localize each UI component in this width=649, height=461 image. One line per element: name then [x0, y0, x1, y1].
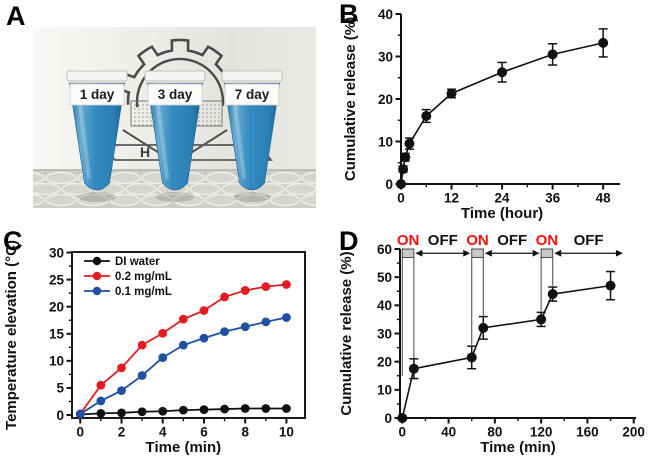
svg-text:2: 2 [118, 425, 126, 440]
svg-text:40: 40 [377, 298, 392, 313]
svg-text:36: 36 [545, 191, 561, 206]
svg-text:Cumulative release (%): Cumulative release (%) [338, 251, 355, 415]
svg-text:6: 6 [200, 425, 208, 440]
svg-text:10: 10 [279, 425, 294, 440]
panel-label-a: A [6, 1, 26, 31]
axes: 0 2 4 6 8 10 0 5 10 15 20 25 30 Time (min) Temperature… [3, 240, 306, 456]
tube-label-1day: 1 day [80, 87, 115, 102]
series-0-2-mg-ml [75, 280, 291, 419]
svg-text:10: 10 [49, 354, 64, 369]
svg-text:24: 24 [495, 191, 511, 206]
svg-text:0: 0 [397, 191, 405, 206]
svg-text:0: 0 [399, 425, 407, 440]
svg-text:10: 10 [377, 383, 392, 398]
svg-text:Cumulative release (%): Cumulative release (%) [342, 17, 359, 181]
svg-text:160: 160 [576, 425, 599, 440]
laser-on-off-annotation: ON ON ON OFF OFF OFF [397, 232, 623, 376]
svg-text:0.1 mg/mL: 0.1 mg/mL [115, 286, 172, 298]
svg-text:ON: ON [466, 232, 489, 249]
series-cumulative-release [397, 270, 616, 423]
svg-text:200: 200 [622, 425, 645, 440]
svg-text:15: 15 [49, 327, 65, 342]
svg-text:OFF: OFF [428, 232, 458, 249]
svg-text:80: 80 [487, 425, 502, 440]
axes: 0 12 24 36 48 0 10 20 30 40 Time (hour) Cumulative … [342, 7, 620, 222]
svg-text:5: 5 [56, 381, 64, 396]
tube-label-7day: 7 day [235, 87, 270, 102]
svg-text:25: 25 [49, 272, 65, 287]
chart-panel-d: 0 40 80 120 160 200 0 10 20 30 40 50 60 Time (min) Cum… [338, 232, 645, 456]
series-cumulative-release [396, 28, 609, 189]
svg-text:ON: ON [536, 232, 559, 249]
svg-text:DI water: DI water [115, 256, 160, 268]
axes: 0 40 80 120 160 200 0 10 20 30 40 50 60 Time (min) Cum… [338, 242, 645, 456]
svg-text:Temperature elevation (°C): Temperature elevation (°C) [3, 240, 20, 430]
svg-text:40: 40 [441, 425, 456, 440]
svg-text:0: 0 [56, 408, 64, 423]
svg-text:30: 30 [49, 245, 64, 260]
svg-text:60: 60 [377, 242, 392, 257]
svg-text:20: 20 [377, 354, 392, 369]
svg-text:Time (min): Time (min) [146, 439, 222, 456]
svg-text:0: 0 [384, 411, 392, 426]
logo-letter: H [140, 144, 150, 160]
svg-text:0.2 mg/mL: 0.2 mg/mL [115, 271, 172, 283]
panel-label-d: D [339, 226, 359, 256]
svg-text:OFF: OFF [497, 232, 527, 249]
legend: DI water 0.2 mg/mL 0.1 mg/mL [84, 256, 172, 298]
svg-text:Time (hour): Time (hour) [461, 205, 543, 222]
photo-tubes-image: 1 day 3 day 7 day H [33, 27, 316, 208]
svg-text:10: 10 [378, 134, 393, 149]
svg-text:50: 50 [377, 270, 392, 285]
svg-text:48: 48 [596, 191, 612, 206]
tube-label-3day: 3 day [158, 87, 193, 102]
series-0-1-mg-ml [75, 313, 291, 419]
svg-text:OFF: OFF [574, 232, 604, 249]
svg-text:4: 4 [159, 425, 167, 440]
svg-text:Time (min): Time (min) [480, 439, 556, 456]
series-di-water [75, 404, 291, 419]
svg-text:ON: ON [397, 232, 420, 249]
panel-label-c: C [3, 226, 23, 256]
svg-text:120: 120 [530, 425, 553, 440]
svg-text:8: 8 [241, 425, 249, 440]
photo-decoration [33, 27, 316, 208]
svg-text:20: 20 [378, 92, 393, 107]
chart-panel-b: 0 12 24 36 48 0 10 20 30 40 Time (hour) Cumulative … [342, 7, 620, 222]
panel-label-b: B [339, 0, 359, 29]
svg-text:0: 0 [385, 177, 393, 192]
chart-panel-c: 0 2 4 6 8 10 0 5 10 15 20 25 30 Time (min) Temperature… [3, 240, 306, 456]
svg-text:30: 30 [378, 49, 393, 64]
svg-text:30: 30 [377, 326, 392, 341]
svg-text:40: 40 [378, 7, 393, 22]
svg-text:12: 12 [444, 191, 459, 206]
svg-text:20: 20 [49, 300, 64, 315]
svg-text:0: 0 [76, 425, 84, 440]
